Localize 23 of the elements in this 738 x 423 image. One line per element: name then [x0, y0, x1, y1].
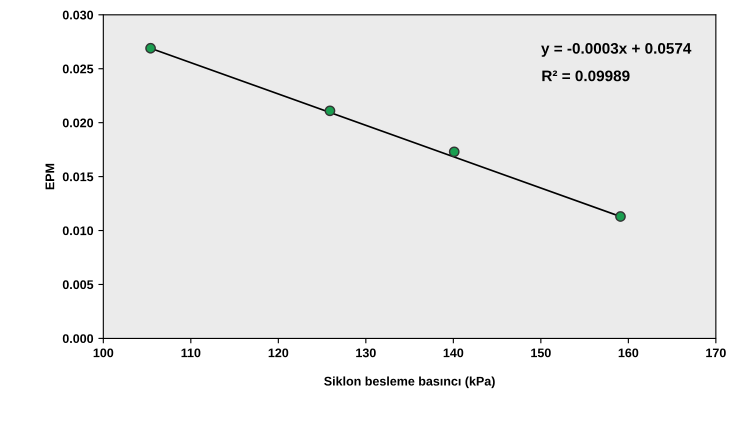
y-tick-label: 0.025: [62, 64, 94, 74]
y-tick-label: 0.005: [62, 280, 94, 290]
y-tick-label: 0.000: [62, 334, 94, 344]
point: [145, 42, 156, 54]
x-tick-label: 100: [94, 348, 114, 358]
y-tick-label: 0.030: [62, 10, 94, 20]
point: [448, 146, 460, 158]
x-tick-label: 150: [531, 348, 551, 358]
point: [324, 105, 336, 116]
x-tick-label: 170: [706, 348, 726, 358]
x-tick-label: 120: [268, 348, 288, 358]
y-axis-title: EPM: [46, 164, 54, 190]
y-tick-label: 0.010: [62, 226, 94, 236]
x-tick-label: 130: [356, 348, 376, 358]
y-tick-label: 0.015: [62, 172, 94, 182]
x-tick-label: 160: [618, 348, 638, 358]
annotation: R² = 0.09989: [542, 70, 630, 82]
annotation: y = -0.0003x + 0.0574: [541, 42, 692, 57]
y-tick-label: 0.020: [62, 118, 94, 128]
x-tick-label: 110: [182, 348, 200, 358]
x-tick-label: 140: [444, 348, 464, 358]
x-axis-title: Siklon besleme basıncı (kPa): [324, 376, 495, 388]
point: [615, 211, 626, 222]
